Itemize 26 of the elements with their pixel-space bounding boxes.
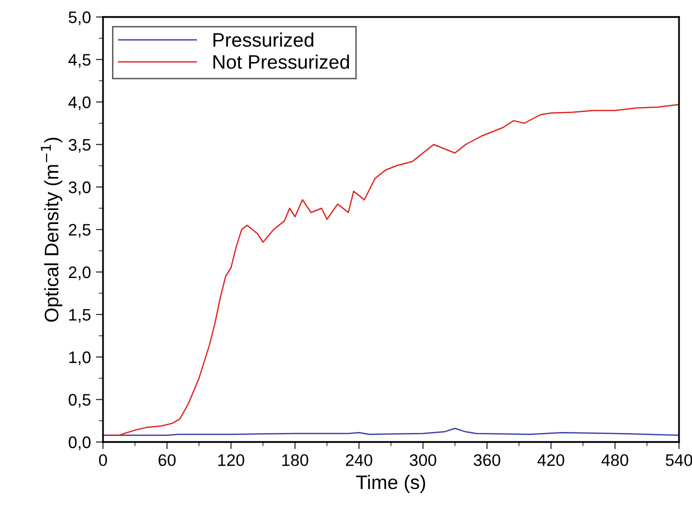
x-tick-label: 360 (474, 454, 500, 466)
x-tick-label: 480 (601, 454, 628, 466)
y-tick-label: 4,0 (68, 96, 91, 110)
x-tick-label: 0 (99, 454, 107, 466)
x-tick-label: 420 (537, 454, 564, 466)
y-tick-label: 2,0 (68, 266, 91, 280)
x-tick-label: 180 (282, 454, 308, 466)
x-tick-label: 60 (158, 454, 176, 466)
x-tick-label: 300 (410, 454, 436, 466)
x-tick-label: 120 (218, 454, 244, 466)
y-tick-label: 5,0 (68, 11, 91, 26)
legend-label: Not Pressurized (213, 54, 349, 69)
x-axis-title: Time (s) (356, 474, 426, 494)
y-tick-label: 3,0 (68, 181, 91, 196)
x-tick-label: 240 (346, 454, 372, 466)
y-tick-label: 1,5 (69, 309, 90, 323)
y-tick-label: 0,0 (68, 436, 91, 450)
y-tick-label: 3,5 (68, 138, 90, 153)
y-tick-label: 4,5 (68, 54, 90, 68)
line-series (103, 104, 679, 436)
y-axis-title: Optical Density (m$^{−1}$) (40, 138, 62, 322)
y-tick-label: 0,5 (68, 394, 90, 408)
legend-label: Pressurized (213, 32, 314, 47)
y-tick-label: 2,5 (68, 224, 90, 238)
y-tick-label: 1,0 (69, 351, 91, 366)
x-tick-label: 540 (666, 454, 692, 466)
